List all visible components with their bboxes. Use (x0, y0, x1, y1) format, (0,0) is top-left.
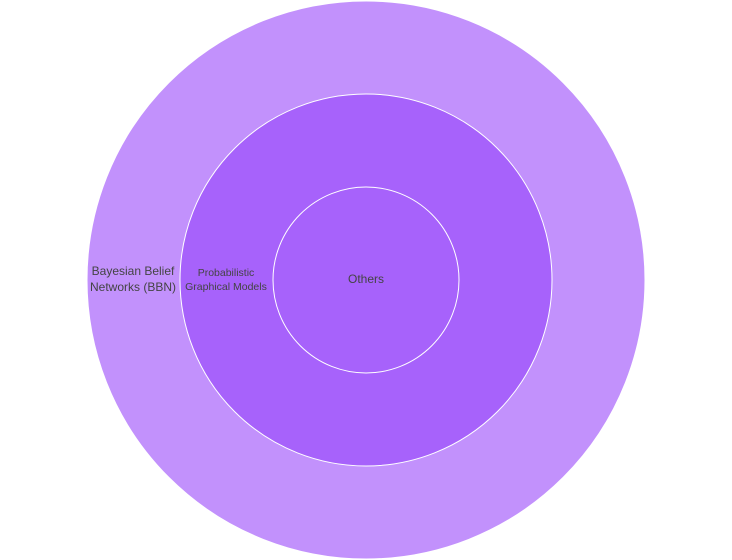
sunburst-label-level-0: Others (348, 272, 384, 286)
sunburst-labels: Others Probabilistic Graphical Models Bayes… (90, 264, 384, 294)
sunburst-label-line: Others (348, 272, 384, 286)
sunburst-label-line: Networks (BBN) (90, 280, 176, 294)
sunburst-label-line: Bayesian Belief (92, 264, 175, 278)
sunburst-label-line: Probabilistic (198, 267, 255, 279)
sunburst-label-line: Graphical Models (185, 281, 267, 293)
sunburst-label-level-1: Probabilistic Graphical Models (185, 267, 267, 293)
sunburst-rings (86, 0, 646, 560)
sunburst-segment-level-0[interactable] (272, 186, 460, 374)
sunburst-label-level-2: Bayesian Belief Networks (BBN) (90, 264, 176, 294)
